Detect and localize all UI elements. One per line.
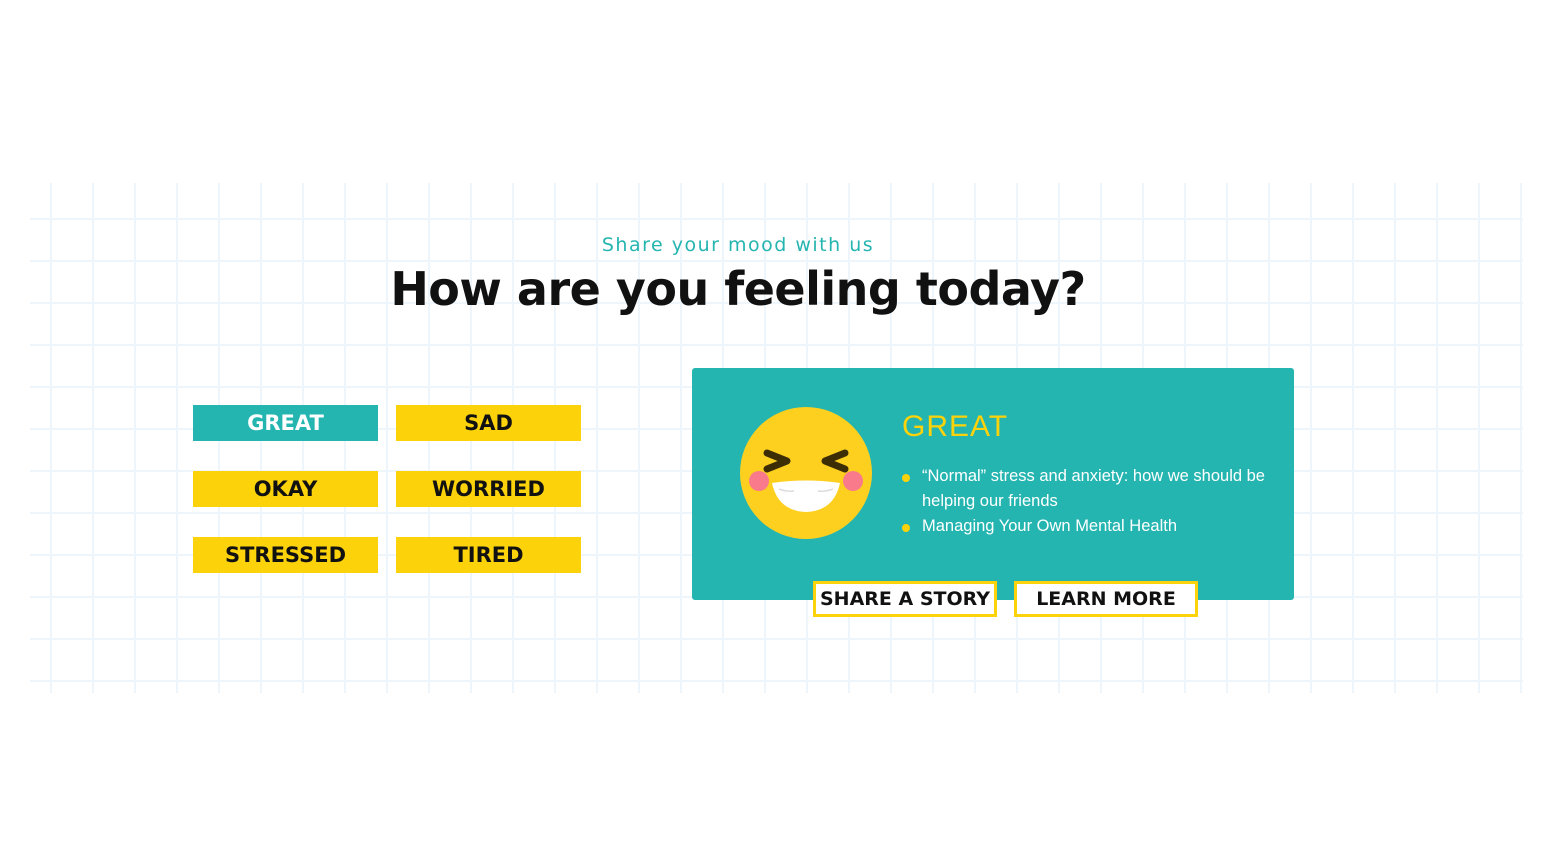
card-title: GREAT bbox=[902, 410, 1009, 443]
mood-button-stressed[interactable]: STRESSED bbox=[193, 537, 378, 573]
mood-button-tired[interactable]: TIRED bbox=[396, 537, 581, 573]
mood-button-worried[interactable]: WORRIED bbox=[396, 471, 581, 507]
list-item: Managing Your Own Mental Health bbox=[902, 514, 1272, 539]
mood-card: GREAT “Normal” stress and anxiety: how w… bbox=[692, 368, 1294, 600]
article-link[interactable]: “Normal” stress and anxiety: how we shou… bbox=[922, 467, 1265, 510]
article-link[interactable]: Managing Your Own Mental Health bbox=[922, 517, 1177, 535]
learn-more-button[interactable]: LEARN MORE bbox=[1014, 581, 1198, 617]
share-story-button[interactable]: SHARE A STORY bbox=[813, 581, 997, 617]
mood-button-okay[interactable]: OKAY bbox=[193, 471, 378, 507]
article-list: “Normal” stress and anxiety: how we shou… bbox=[902, 464, 1272, 539]
page-title: How are you feeling today? bbox=[390, 262, 1086, 316]
mood-button-sad[interactable]: SAD bbox=[396, 405, 581, 441]
mood-button-great[interactable]: GREAT bbox=[193, 405, 378, 441]
laughing-face-icon bbox=[740, 407, 872, 539]
eyebrow-text: Share your mood with us bbox=[601, 234, 875, 256]
list-item: “Normal” stress and anxiety: how we shou… bbox=[902, 464, 1272, 514]
